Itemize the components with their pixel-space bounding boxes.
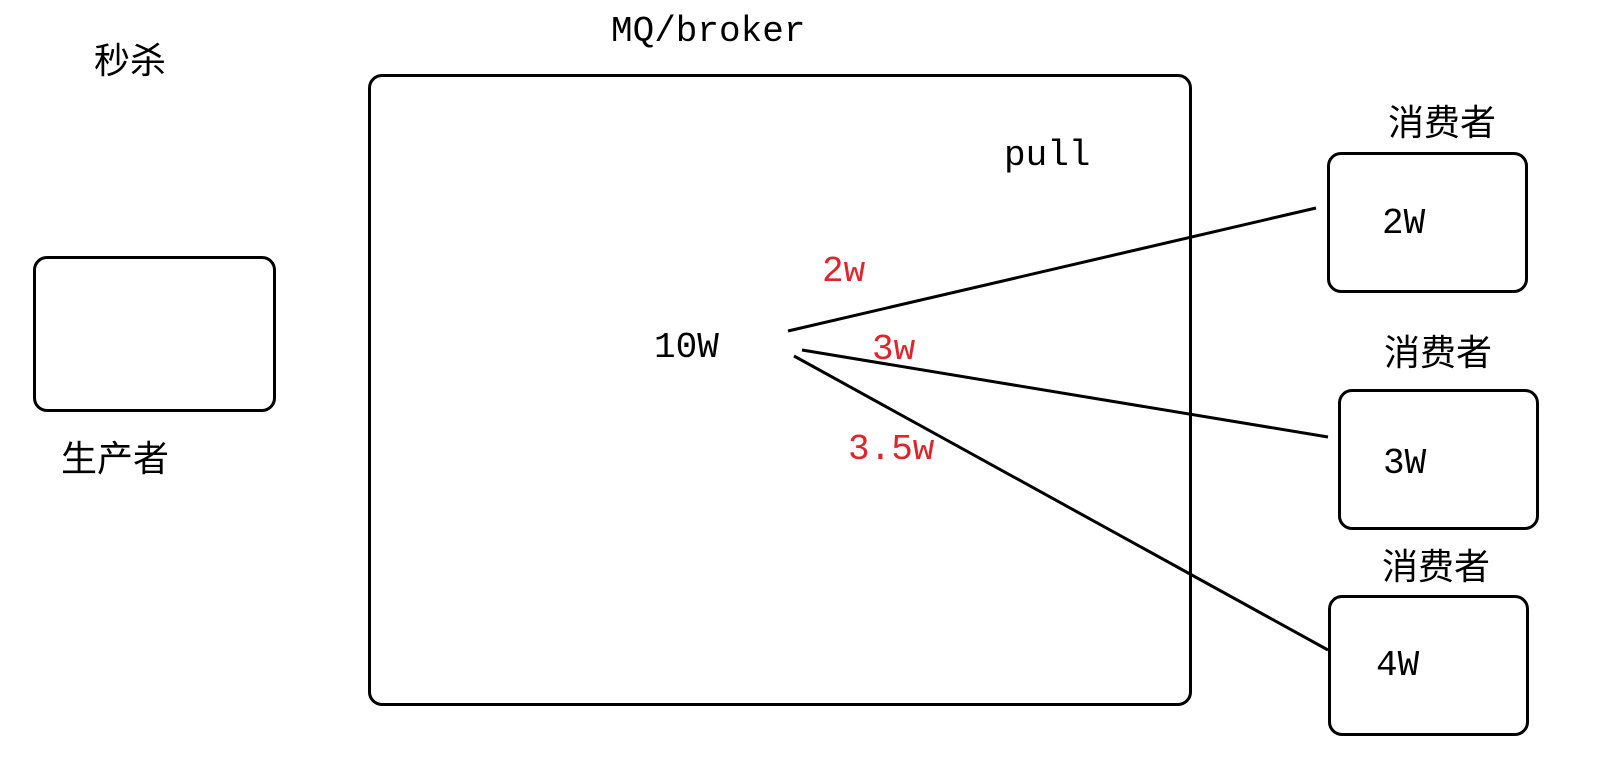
consumer-2-header: 消费者 [1384,333,1493,374]
consumer-3-box [1328,595,1529,736]
pull-label: pull [1004,135,1091,176]
edge-consumer-3 [793,354,1329,652]
consumer-2-value: 3W [1383,443,1427,484]
consumer-1-value: 2W [1382,203,1426,244]
seckill-title: 秒杀 [94,41,167,82]
consumer-3-value: 4W [1376,645,1420,686]
edge-label-1: 2w [822,251,866,292]
producer-box [33,256,276,412]
broker-box [368,74,1192,706]
edge-label-3: 3.5w [848,429,935,470]
edge-consumer-1 [787,206,1317,333]
consumer-1-header: 消费者 [1388,103,1497,144]
edge-label-2: 3w [872,329,916,370]
consumer-2-box [1338,389,1539,530]
consumer-1-box [1327,152,1528,293]
broker-total: 10W [654,327,719,368]
broker-title: MQ/broker [611,11,806,52]
consumer-3-header: 消费者 [1382,547,1491,588]
edge-consumer-2 [801,348,1329,439]
producer-label: 生产者 [61,439,170,480]
